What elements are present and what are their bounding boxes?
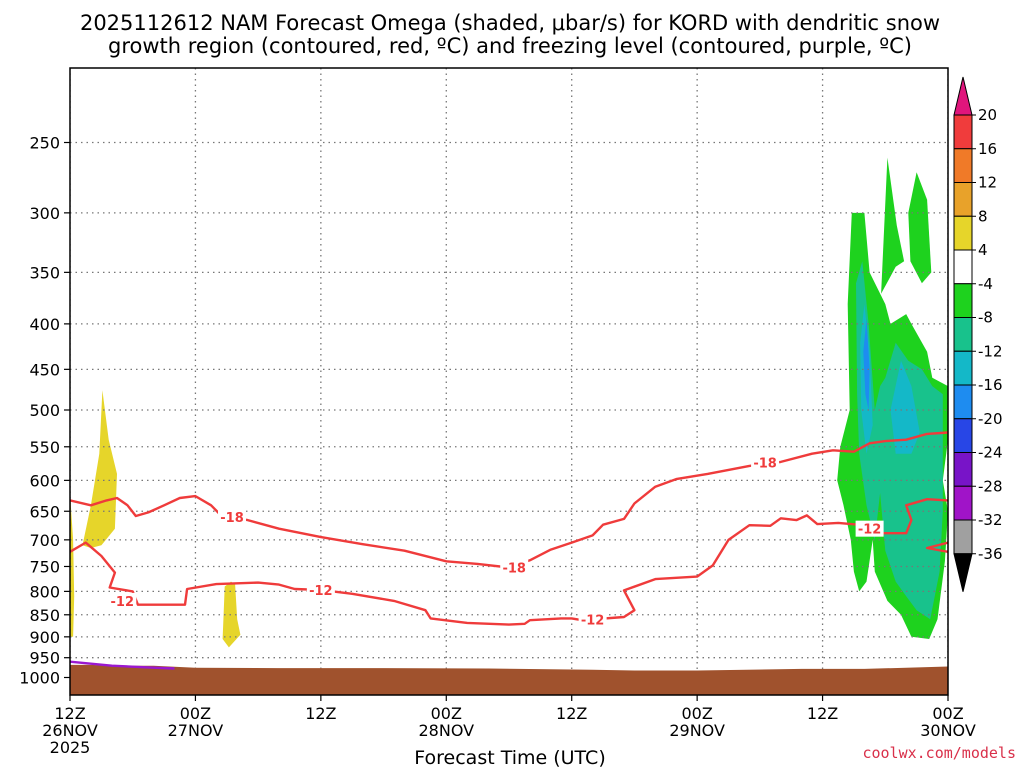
contour-label-bg-0-2 — [751, 454, 780, 471]
y-axis-ticks: 250 300 350 400 450 500 550 600 650 700 750 800 850 9… — [19, 134, 70, 688]
colorbar-segment-m28_m24 — [953, 452, 973, 487]
x-tick-label-2-0: 12Z — [305, 704, 336, 723]
colorbar-segment-m20_m16 — [953, 384, 973, 420]
chart-title-line2: growth region (contoured, red, ºC) and f… — [108, 34, 912, 58]
contour-label-1-3: -12 — [858, 523, 882, 538]
colorbar-bottom-triangle — [953, 553, 973, 592]
x-tick-label-4-0: 12Z — [556, 704, 587, 723]
x-tick-label-5-0: 00Z — [681, 704, 712, 723]
colorbar-tick-label-8: -16 — [978, 376, 1003, 394]
y-tick-label-2: 350 — [29, 263, 60, 282]
y-tick-label-8: 650 — [29, 502, 60, 521]
y-tick-label-5: 500 — [29, 401, 60, 420]
contour-label-bg-1-0 — [108, 592, 137, 609]
colorbar-tick-label-11: -28 — [978, 477, 1003, 495]
omega-region-8 — [890, 360, 920, 454]
colorbar-tick-label-3: 8 — [978, 207, 988, 225]
omega-region-5 — [908, 172, 932, 284]
colorbar-segment-m36_m32 — [953, 519, 973, 555]
colorbar-tick-label-13: -36 — [978, 545, 1003, 563]
contour-label-1-2: -12 — [581, 613, 605, 628]
y-tick-label-7: 600 — [29, 471, 60, 490]
omega-region-9 — [863, 319, 870, 410]
colorbar-segment-16_20 — [953, 114, 973, 150]
omega-region-2 — [70, 493, 75, 637]
colorbar-segment-4_8 — [953, 215, 973, 251]
plot-clipped-layer: -18 -18 -18 -12 -12 -12 -12 — [70, 68, 948, 695]
plot-background — [70, 68, 948, 695]
y-tick-label-13: 900 — [29, 628, 60, 647]
contour-label-1-0: -12 — [111, 595, 135, 610]
y-tick-label-4: 450 — [29, 360, 60, 379]
y-tick-label-10: 750 — [29, 557, 60, 576]
dendritic-contour-1 — [70, 498, 948, 626]
colorbar-segment-m32_m28 — [953, 485, 973, 521]
y-tick-label-9: 700 — [29, 531, 60, 550]
colorbar-tick-label-12: -32 — [978, 511, 1003, 529]
x-tick-label-3-0: 00Z — [431, 704, 462, 723]
contour-label-bg-1-1 — [306, 581, 335, 598]
colorbar-top-triangle — [953, 76, 973, 116]
contour-label-bg-1-2 — [578, 611, 607, 628]
y-tick-label-0: 250 — [29, 134, 60, 153]
colorbar-segment-m8_m4 — [953, 283, 973, 318]
colorbar: 20 16 12 8 4 -4 -8 -12 -16 -20 -24 -28 -32 -36 — [953, 76, 1003, 592]
y-tick-label-12: 850 — [29, 606, 60, 625]
contour-label-0-2: -18 — [753, 457, 777, 472]
contour-label-bg-1-3 — [855, 520, 884, 537]
colorbar-segment-m4_4 — [953, 249, 973, 285]
omega-region-1 — [222, 581, 241, 648]
x-tick-label-7-1: 30NOV — [920, 721, 976, 740]
colorbar-tick-label-1: 16 — [978, 140, 997, 158]
colorbar-segment-m16_m12 — [953, 350, 973, 386]
y-tick-label-14: 950 — [29, 649, 60, 668]
x-tick-label-5-1: 29NOV — [669, 721, 725, 740]
colorbar-segment-12_16 — [953, 148, 973, 183]
terrain-ground — [70, 664, 948, 695]
x-tick-label-1-0: 00Z — [180, 704, 211, 723]
colorbar-segment-m12_m8 — [953, 317, 973, 352]
colorbar-tick-label-5: -4 — [978, 275, 993, 293]
colorbar-tick-label-0: 20 — [978, 106, 997, 124]
colorbar-tick-label-9: -20 — [978, 410, 1003, 428]
y-tick-label-6: 550 — [29, 438, 60, 457]
x-tick-label-1-1: 27NOV — [168, 721, 224, 740]
contour-label-bg-0-0 — [218, 509, 247, 526]
colorbar-tick-label-2: 12 — [978, 174, 997, 192]
x-tick-label-0-1: 26NOV — [42, 721, 98, 740]
y-tick-label-1: 300 — [29, 204, 60, 223]
plot-frame — [69, 67, 949, 696]
freezing-level-line — [70, 660, 175, 670]
x-tick-label-7-0: 00Z — [932, 704, 963, 723]
x-tick-label-0-0: 12Z — [54, 704, 85, 723]
contour-label-0-0: -18 — [220, 511, 244, 526]
omega-region-4 — [881, 157, 905, 294]
y-tick-label-3: 400 — [29, 315, 60, 334]
colorbar-segment-8_12 — [953, 182, 973, 217]
colorbar-segment-m24_m20 — [953, 418, 973, 453]
omega-region-0 — [82, 390, 117, 548]
x-tick-label-3-1: 28NOV — [418, 721, 474, 740]
dendritic-contour-2 — [925, 541, 948, 553]
y-tick-label-15: 1000 — [19, 669, 60, 688]
credit-text: coolwx.com/models — [862, 744, 1016, 762]
colorbar-tick-label-4: 4 — [978, 241, 988, 259]
y-tick-label-11: 800 — [29, 582, 60, 601]
chart-title-line1: 2025112612 NAM Forecast Omega (shaded, μ… — [80, 11, 940, 35]
x-axis-label: Forecast Time (UTC) — [414, 747, 605, 768]
contour-label-1-1: -12 — [309, 584, 333, 599]
colorbar-tick-label-7: -12 — [978, 342, 1003, 360]
x-tick-label-6-0: 12Z — [807, 704, 838, 723]
x-tick-label-0-2: 2025 — [50, 738, 91, 757]
colorbar-tick-label-6: -8 — [978, 309, 993, 327]
plot-area: -18 -18 -18 -12 -12 -12 -12 — [69, 67, 949, 696]
colorbar-tick-label-10: -24 — [978, 444, 1003, 462]
contour-label-bg-0-1 — [500, 559, 529, 576]
contour-label-0-1: -18 — [502, 562, 526, 577]
